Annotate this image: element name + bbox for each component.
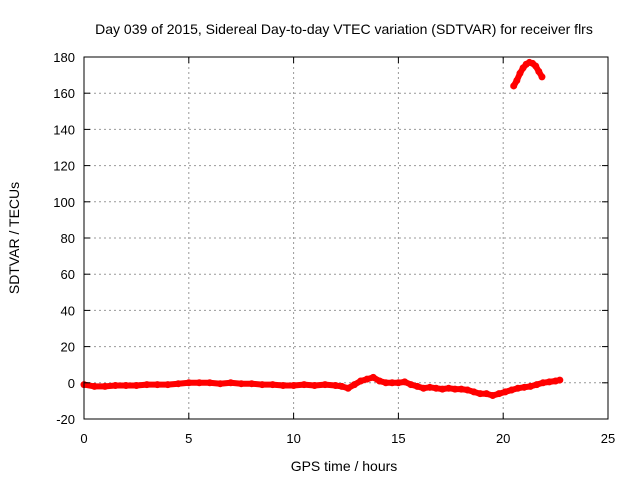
data-point <box>501 388 509 396</box>
data-point <box>470 388 478 396</box>
ticks: 0 5 10 15 20 25 -20 0 20 40 60 80 100 120 140 160 180 <box>53 50 615 446</box>
data-point <box>513 77 521 85</box>
data-point <box>101 382 109 390</box>
data-point <box>394 379 402 387</box>
y-tick-label: 40 <box>61 303 75 318</box>
data-point <box>401 378 409 386</box>
data-point <box>426 383 434 391</box>
data-point <box>420 384 428 392</box>
y-tick-label: 140 <box>53 122 75 137</box>
data-point <box>510 82 518 90</box>
data-point <box>248 380 256 388</box>
data-point <box>153 381 161 389</box>
data-point <box>369 373 377 381</box>
data-point <box>174 380 182 388</box>
data-point <box>533 381 541 389</box>
y-tick-label: 160 <box>53 86 75 101</box>
data-point <box>311 382 319 390</box>
y-tick-label: 100 <box>53 195 75 210</box>
data-point <box>195 379 203 387</box>
data-point <box>382 379 390 387</box>
data-point <box>321 381 329 389</box>
data-point <box>489 391 497 399</box>
chart-title: Day 039 of 2015, Sidereal Day-to-day VTE… <box>95 21 593 37</box>
data-point <box>495 390 503 398</box>
x-tick-label: 0 <box>80 431 87 446</box>
data-point <box>332 382 340 390</box>
data-point <box>290 382 298 390</box>
data-point <box>464 386 472 394</box>
data-point <box>227 379 235 387</box>
data-point <box>269 381 277 389</box>
data-point <box>532 62 540 70</box>
y-tick-label: -20 <box>56 412 75 427</box>
data-point <box>122 382 130 390</box>
data-point <box>539 379 547 387</box>
data-point <box>111 382 119 390</box>
data-point <box>338 382 346 390</box>
data-point <box>476 390 484 398</box>
data-point <box>457 385 465 393</box>
data-point <box>413 382 421 390</box>
data-point <box>237 380 245 388</box>
data-point <box>520 383 528 391</box>
data-point <box>482 390 490 398</box>
data-point <box>556 376 564 384</box>
data-point <box>258 381 266 389</box>
x-tick-label: 10 <box>286 431 300 446</box>
x-tick-label: 20 <box>496 431 510 446</box>
data-point <box>407 381 415 389</box>
y-tick-label: 180 <box>53 50 75 65</box>
plot-data <box>80 58 564 399</box>
data-point <box>143 381 151 389</box>
data-point <box>526 382 534 390</box>
y-tick-label: 120 <box>53 159 75 174</box>
grid <box>84 57 608 419</box>
data-point <box>206 379 214 387</box>
data-point <box>164 381 172 389</box>
x-axis-label: GPS time / hours <box>291 458 398 474</box>
data-point <box>90 382 98 390</box>
data-point <box>508 386 516 394</box>
data-point <box>185 379 193 387</box>
data-point <box>279 382 287 390</box>
x-tick-label: 5 <box>185 431 192 446</box>
data-point <box>388 379 396 387</box>
data-point <box>357 377 365 385</box>
data-point <box>514 384 522 392</box>
x-tick-label: 25 <box>601 431 615 446</box>
data-point <box>216 380 224 388</box>
data-point <box>445 384 453 392</box>
data-point <box>344 384 352 392</box>
data-point <box>363 375 371 383</box>
y-tick-label: 20 <box>61 340 75 355</box>
data-point <box>535 67 543 75</box>
data-point <box>376 377 384 385</box>
data-point <box>432 384 440 392</box>
data-point <box>300 381 308 389</box>
data-point <box>451 385 459 393</box>
data-point <box>350 381 358 389</box>
data-point <box>545 378 553 386</box>
y-axis-label: SDTVAR / TECUs <box>6 182 22 294</box>
y-tick-label: 80 <box>61 231 75 246</box>
y-tick-label: 60 <box>61 267 75 282</box>
data-point <box>132 382 140 390</box>
data-point <box>516 69 524 77</box>
y-tick-label: 0 <box>68 376 75 391</box>
x-tick-label: 15 <box>391 431 405 446</box>
data-point <box>438 385 446 393</box>
data-point <box>538 73 546 81</box>
